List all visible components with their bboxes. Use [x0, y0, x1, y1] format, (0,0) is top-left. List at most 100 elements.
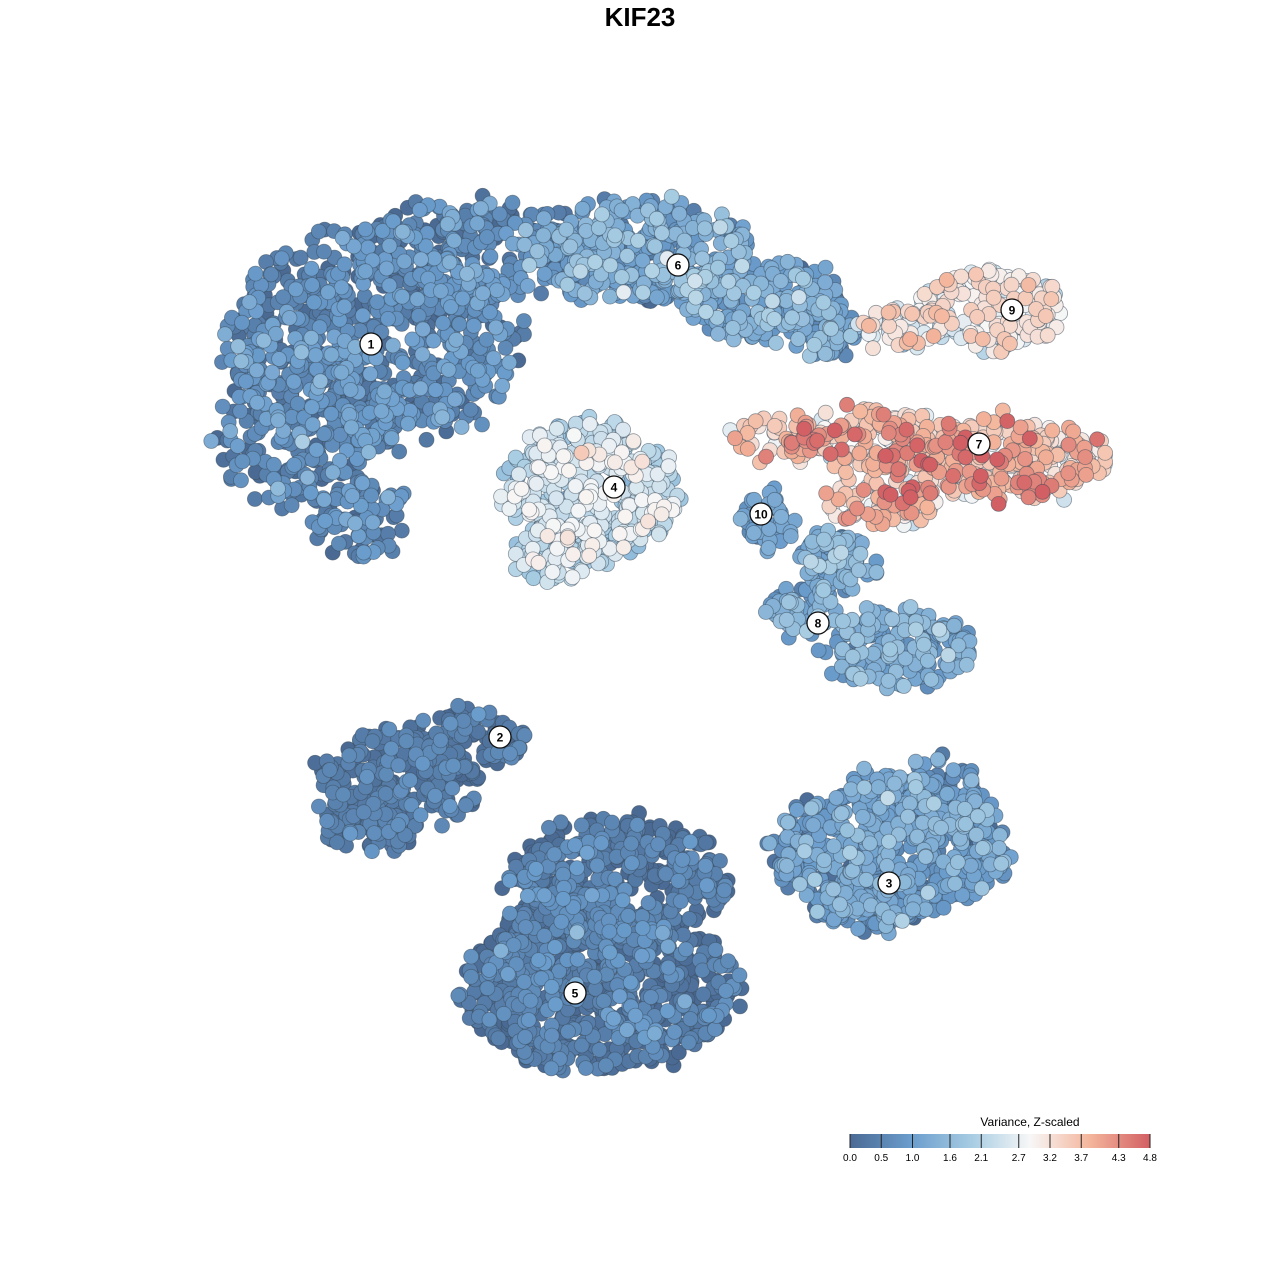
- cell-point: [731, 967, 748, 984]
- cell-point: [634, 920, 651, 936]
- cell-point: [916, 636, 932, 653]
- cell-point: [780, 814, 796, 831]
- cell-point: [355, 804, 372, 821]
- cell-point: [894, 913, 911, 929]
- cell-point: [502, 745, 518, 762]
- cell-point: [541, 819, 557, 836]
- cell-point: [698, 303, 714, 320]
- cell-point: [940, 647, 957, 664]
- cell-point: [559, 276, 576, 293]
- cell-point: [230, 338, 247, 355]
- cell-point: [270, 412, 287, 429]
- cell-point: [576, 285, 593, 302]
- cell-point: [860, 611, 877, 628]
- cell-point: [919, 652, 936, 669]
- cell-point: [629, 817, 646, 833]
- cell-point: [469, 362, 486, 379]
- cell-point: [832, 896, 848, 913]
- cell-point: [842, 844, 858, 861]
- cell-point: [355, 544, 372, 561]
- cell-point: [310, 223, 327, 240]
- cell-point: [613, 269, 630, 286]
- cell-point: [649, 289, 665, 306]
- cell-point: [528, 861, 544, 877]
- cell-point: [604, 814, 620, 831]
- cell-point: [369, 294, 386, 310]
- cell-point: [384, 337, 401, 354]
- cell-point: [805, 817, 822, 833]
- cell-point: [758, 604, 774, 620]
- cell-point: [908, 621, 924, 638]
- cell-point: [316, 491, 333, 508]
- cell-point: [993, 855, 1010, 872]
- cell-point: [413, 251, 429, 268]
- cell-point: [478, 331, 495, 348]
- cell-point: [676, 232, 693, 249]
- cell-point: [396, 253, 413, 270]
- cell-point: [778, 611, 795, 628]
- cell-point: [935, 899, 952, 916]
- cell-point: [949, 854, 966, 870]
- cell-point: [909, 828, 926, 845]
- cell-point: [303, 399, 320, 416]
- cell-point: [933, 820, 949, 836]
- cell-point: [839, 822, 856, 839]
- cell-point: [699, 877, 715, 894]
- cell-point: [687, 289, 704, 306]
- cell-point: [644, 263, 660, 279]
- cell-point: [454, 290, 471, 307]
- cell-point: [697, 857, 714, 874]
- cell-point: [499, 966, 516, 982]
- cell-point: [627, 1007, 644, 1024]
- cell-point: [806, 871, 823, 888]
- cell-point: [536, 265, 553, 282]
- cell-point: [472, 200, 489, 217]
- cell-point: [299, 469, 316, 486]
- cell-point: [917, 848, 934, 865]
- cell-point: [319, 813, 336, 829]
- cell-point: [293, 344, 310, 361]
- cell-point: [360, 444, 377, 461]
- cell-point: [817, 274, 833, 291]
- cell-point: [619, 247, 636, 264]
- cell-point: [432, 732, 449, 749]
- cell-point: [607, 227, 623, 244]
- cell-point: [323, 405, 340, 422]
- cell-point: [415, 712, 432, 729]
- cell-point: [720, 273, 737, 290]
- cell-point: [286, 456, 303, 473]
- chart-title: KIF23: [604, 2, 676, 32]
- cell-point: [307, 347, 324, 364]
- cell-point: [562, 238, 579, 255]
- cell-point: [381, 277, 398, 294]
- cell-point: [602, 288, 618, 305]
- cell-point: [287, 281, 304, 298]
- cell-point: [732, 998, 748, 1015]
- cell-point: [784, 309, 800, 326]
- cell-point: [446, 232, 463, 249]
- cell-point: [354, 475, 371, 492]
- cell-point: [854, 809, 871, 825]
- cell-point: [493, 942, 509, 959]
- cell-point: [851, 562, 867, 579]
- cell-point: [712, 219, 729, 236]
- cell-point: [852, 545, 869, 562]
- cell-point: [434, 315, 451, 331]
- cell-point: [488, 282, 505, 299]
- cell-point: [745, 284, 762, 301]
- cell-point: [302, 484, 319, 501]
- cell-point: [624, 855, 640, 871]
- cell-point: [320, 284, 337, 301]
- cell-point: [856, 760, 872, 777]
- cell-point: [555, 866, 571, 883]
- cell-point: [376, 383, 393, 400]
- cell-point: [383, 430, 400, 447]
- cell-point: [974, 880, 990, 897]
- cell-point: [233, 353, 250, 370]
- cell-point: [879, 790, 896, 806]
- cell-point: [450, 697, 467, 714]
- cell-point: [647, 238, 663, 255]
- cell-point: [536, 210, 552, 227]
- cell-point: [707, 1021, 723, 1038]
- cell-point: [833, 805, 850, 822]
